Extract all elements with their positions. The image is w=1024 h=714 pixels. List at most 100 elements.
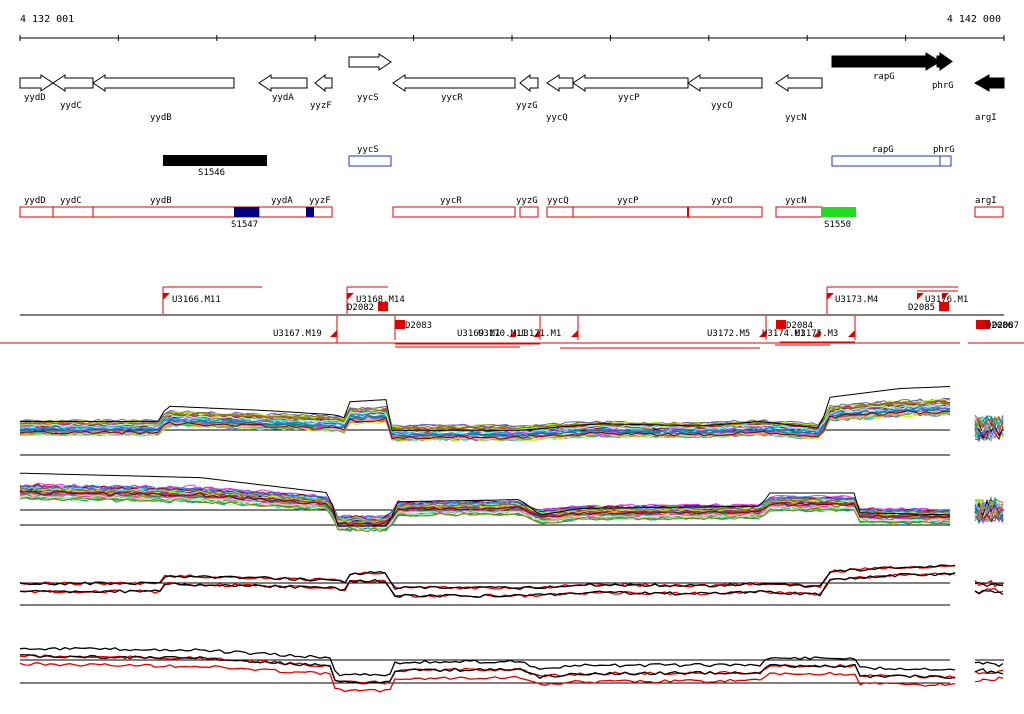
gene-label[interactable]: yyzG: [516, 101, 538, 111]
strand-signal-track-2: [19, 646, 1004, 693]
gene-arrow-yydd[interactable]: [19, 74, 54, 92]
gene-arrow-argi[interactable]: [973, 74, 1005, 92]
transcript-marker[interactable]: [347, 293, 354, 300]
segment-mark[interactable]: [821, 207, 856, 217]
transcript-marker[interactable]: [759, 330, 766, 337]
gene-label[interactable]: yydB: [150, 113, 172, 123]
gene-arrow-yyzg[interactable]: [519, 73, 539, 93]
transcript-label[interactable]: U3170.M11: [478, 329, 527, 339]
transcript-label[interactable]: U3171.M1: [518, 329, 561, 339]
transcript-marker[interactable]: [976, 320, 990, 329]
transcript-marker[interactable]: [776, 320, 786, 329]
transcript-marker[interactable]: [163, 293, 170, 300]
segment-block[interactable]: [775, 206, 823, 218]
gene-label[interactable]: yycN: [785, 113, 807, 123]
segment-label: yycO: [711, 196, 733, 206]
transcript-marker[interactable]: [571, 330, 578, 337]
gene-arrow-yyco[interactable]: [687, 74, 763, 92]
segment-label: yydC: [60, 196, 82, 206]
transcript-label[interactable]: U3168.M14: [356, 295, 405, 305]
transcript-marker[interactable]: [942, 293, 949, 300]
segment-block[interactable]: [831, 155, 941, 167]
transcript-label[interactable]: U3166.M11: [172, 295, 221, 305]
segment-block[interactable]: [163, 155, 267, 166]
transcript-label[interactable]: U3174.M1: [762, 329, 805, 339]
transcript-label[interactable]: U3175.M3: [795, 329, 838, 339]
expression-profile-track-2: [19, 472, 1004, 533]
segment-block[interactable]: [348, 155, 392, 167]
gene-label[interactable]: yycQ: [546, 113, 568, 123]
segment-block[interactable]: [572, 206, 689, 218]
gene-arrow-yycn[interactable]: [775, 74, 823, 92]
gene-label[interactable]: yycR: [441, 93, 463, 103]
transcript-marker[interactable]: [917, 293, 924, 300]
transcript-label[interactable]: D2082: [347, 303, 374, 313]
segment-block[interactable]: [52, 206, 94, 218]
gene-label[interactable]: phrG: [932, 81, 954, 91]
transcript-label[interactable]: U3176.M1: [925, 295, 968, 305]
transcript-marker[interactable]: [533, 330, 540, 337]
transcript-marker[interactable]: [813, 330, 820, 337]
ruler-start-label: 4 132 001: [20, 14, 74, 25]
ruler-end-label: 4 142 000: [947, 14, 1001, 25]
segment-label: S1547: [231, 220, 258, 230]
gene-arrow-yydc[interactable]: [52, 74, 94, 92]
transcript-label[interactable]: D2083: [405, 321, 432, 331]
segment-block[interactable]: [687, 206, 763, 218]
transcript-label[interactable]: D2085: [908, 303, 935, 313]
transcript-label[interactable]: U3172.M5: [707, 329, 750, 339]
transcript-marker[interactable]: [509, 330, 516, 337]
transcript-marker[interactable]: [378, 302, 388, 311]
segment-mark[interactable]: [234, 207, 259, 217]
transcript-label[interactable]: U3169.M1: [457, 329, 500, 339]
gene-arrow-yyzf[interactable]: [314, 73, 333, 93]
gene-arrow-yycs[interactable]: [348, 53, 392, 71]
transcript-marker[interactable]: [827, 293, 834, 300]
segment-block[interactable]: [974, 206, 1004, 218]
segment-mark[interactable]: [306, 207, 314, 217]
gene-arrow-phrg[interactable]: [936, 52, 953, 71]
expression-profile-track-1: [19, 386, 1004, 456]
gene-arrow-rapg[interactable]: [831, 52, 941, 71]
gene-arrow-yyda[interactable]: [258, 74, 308, 92]
segment-label: argI: [975, 196, 997, 206]
transcript-label[interactable]: D2084: [786, 321, 813, 331]
gene-arrow-yycr[interactable]: [392, 74, 516, 92]
transcript-label[interactable]: D2086: [986, 321, 1013, 331]
gene-label[interactable]: yycO: [711, 101, 733, 111]
segment-block[interactable]: [392, 206, 516, 218]
transcript-marker[interactable]: [395, 320, 405, 329]
segment-label: yydD: [24, 196, 46, 206]
segment-block[interactable]: [519, 206, 539, 218]
gene-label[interactable]: yydA: [272, 93, 294, 103]
gene-label[interactable]: yycS: [357, 93, 379, 103]
gene-label[interactable]: argI: [975, 113, 997, 123]
segment-label: yycQ: [547, 196, 569, 206]
transcript-label[interactable]: D2087: [992, 321, 1019, 331]
gene-label[interactable]: yyzF: [310, 101, 332, 111]
segment-label: yyzF: [309, 196, 331, 206]
segment-label: phrG: [933, 145, 955, 155]
gene-label[interactable]: yydD: [24, 93, 46, 103]
segment-block[interactable]: [546, 206, 574, 218]
gene-arrow-yycq[interactable]: [546, 74, 574, 92]
gene-arrow-yydb[interactable]: [92, 74, 235, 92]
segment-row-upper: S1546 yycS rapG phrG: [163, 145, 955, 178]
transcript-label[interactable]: U3167.M19: [273, 329, 322, 339]
gene-arrow-yycp[interactable]: [572, 74, 689, 92]
segment-block[interactable]: [19, 206, 54, 218]
segment-block[interactable]: [258, 206, 308, 218]
coordinate-ruler: 4 132 001 4 142 000: [19, 14, 1005, 41]
gene-label[interactable]: yycP: [618, 93, 640, 103]
transcript-label[interactable]: U3173.M4: [835, 295, 878, 305]
gene-label[interactable]: rapG: [873, 72, 895, 82]
segment-block[interactable]: [939, 155, 952, 167]
gene-label[interactable]: yydC: [60, 101, 82, 111]
segment-label: yycN: [785, 196, 807, 206]
transcript-marker[interactable]: [330, 330, 337, 337]
transcript-marker[interactable]: [848, 330, 855, 337]
transcript-marker[interactable]: [939, 302, 949, 311]
segment-label: yycS: [357, 145, 379, 155]
gene-label-row: yydD yydC yydB yydA yyzF yycS yycR yyzG …: [24, 72, 997, 123]
